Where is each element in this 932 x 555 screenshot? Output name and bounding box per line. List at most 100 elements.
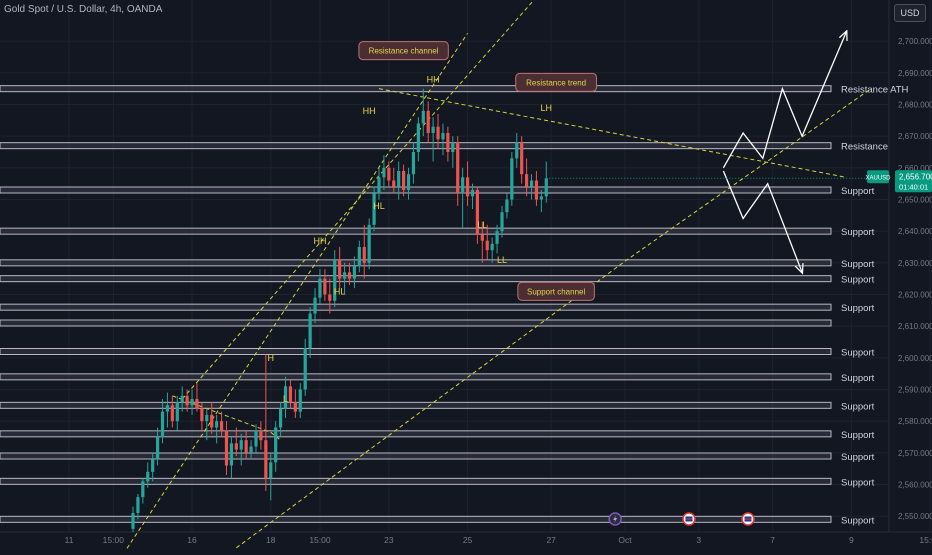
candle-body [436,126,440,140]
candle-body [308,313,312,349]
candle [461,167,465,228]
candle [544,161,548,203]
candle [170,395,174,428]
currency-button[interactable]: USD [894,4,926,22]
candle-body [510,158,514,200]
candle-body [224,430,229,466]
callout-text: Support channel [527,287,585,296]
zone-label: Support [841,477,875,488]
candle-body [205,414,209,422]
candle-body [333,259,337,301]
candle-body [515,142,519,159]
candle [254,424,258,453]
candle-body [456,142,460,194]
price-axis[interactable]: 2,550.000 2,560.000 2,570.000 2,580.000 2,59… [898,37,932,521]
candle-body [215,421,219,428]
time-tick: 3 [696,535,701,545]
candle-body [465,177,470,197]
candle [323,269,327,301]
zone-label: Support [841,452,875,463]
candle [382,155,386,190]
candle-body [303,348,307,390]
candle-body [505,199,509,213]
candle [313,288,317,323]
candle [269,452,273,501]
price-tick: 2,570.000 [898,449,932,458]
candle [470,183,475,209]
candle-body [347,272,352,279]
candle [426,101,430,143]
trend-line [270,431,281,441]
candle [347,262,352,285]
candle-body [470,190,475,197]
pattern-label: HH [427,74,440,84]
candle [298,383,302,418]
candle-body [185,395,189,406]
callouts: Resistance channel Resistance trend Suppor… [358,41,598,301]
price-tick: 2,600.000 [898,354,932,363]
candle-body [387,167,391,181]
candle-body [392,180,396,187]
candle-body [175,402,179,422]
candle-body [338,259,342,279]
time-axis[interactable]: 11 15:00 16 18 15:00 23 25 27 Oct 3 7 9 15:00 [65,535,932,545]
candle [234,427,238,456]
zone-band [0,515,832,523]
candle-body [195,399,199,409]
candle-body [200,408,204,422]
zone-label: Support [841,259,875,270]
candle [210,402,214,434]
candle-body [156,437,160,460]
zone-label: Support [841,373,875,384]
candle [333,250,337,308]
projection-path [722,32,846,169]
trend-line [122,32,468,555]
callout-text: Resistance trend [526,78,586,87]
candle [274,421,278,472]
candle [456,136,460,206]
candle-body [377,177,381,194]
event-markers [608,512,755,526]
candle-body [210,414,214,428]
time-tick: 7 [770,535,775,545]
candle [372,186,376,232]
trend-line [624,88,872,262]
price-tick: 2,620.000 [898,291,932,300]
candle-body [298,389,302,412]
candle [244,430,248,460]
time-tick: 16 [187,535,197,545]
candle [303,338,307,396]
candle [397,161,401,200]
candle [480,221,484,263]
candle-body [254,430,258,447]
pattern-label: H [268,353,275,363]
candle-body [397,171,401,187]
candle [293,389,297,418]
candle-body [402,171,406,190]
candle [175,395,179,431]
zone-label: Support [841,430,875,441]
chart-title: Gold Spot / U.S. Dollar, 4h, OANDA [4,4,163,15]
candle-body [406,174,411,190]
candle [195,383,199,412]
pattern-label: HH [363,106,376,116]
time-tick: 23 [384,535,394,545]
candle-body [141,481,145,498]
candle [249,440,253,460]
candle [510,152,514,206]
candle-body [431,126,435,133]
zone-label: Support [841,515,875,526]
zone-band [0,259,832,267]
callout: Resistance channel [358,41,449,61]
zone-label: Support [841,275,875,286]
candle [141,478,145,504]
candle-body [372,193,376,225]
candle-body [411,152,416,175]
candle-body [426,110,430,133]
lightning-glyph [613,515,618,523]
candle [190,389,194,415]
price-tick: 2,590.000 [898,386,932,395]
